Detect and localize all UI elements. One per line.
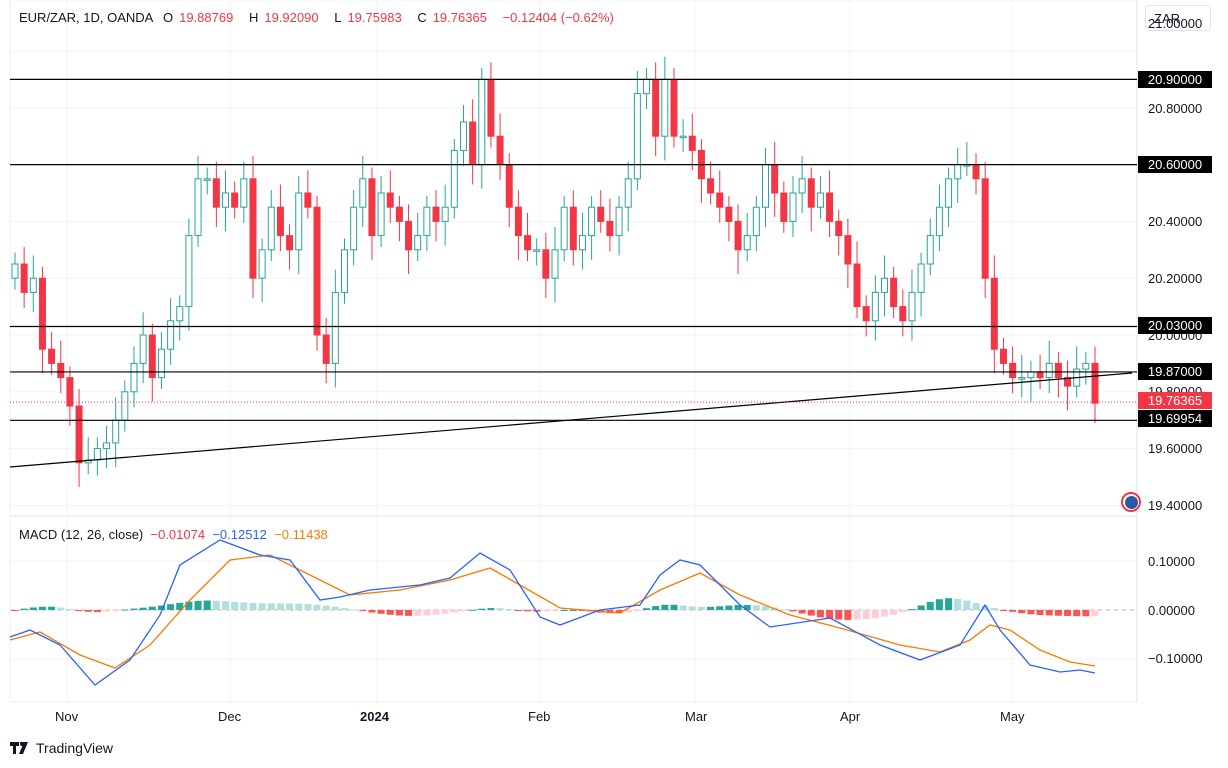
tradingview-logo[interactable]: TradingView xyxy=(10,740,113,756)
currency-button[interactable]: ZAR xyxy=(1145,5,1211,31)
macd-tick: 0.00000 xyxy=(1148,603,1195,618)
time-label-nov: Nov xyxy=(55,709,79,724)
price-tick: 20.80000 xyxy=(1148,101,1203,116)
eu-flag-icon[interactable] xyxy=(1121,492,1141,512)
change-value: −0.12404 (−0.62%) xyxy=(502,10,614,25)
last-price-tag: 19.76365 xyxy=(1138,392,1212,409)
macd-line-value: −0.12512 xyxy=(212,527,267,542)
level-tag-20-6: 20.60000 xyxy=(1138,156,1212,173)
macd-hist-value: −0.01074 xyxy=(150,527,206,542)
level-tag-19-69954: 19.69954 xyxy=(1138,410,1212,427)
time-label-apr: Apr xyxy=(840,709,861,724)
price-tick: 20.20000 xyxy=(1148,271,1203,286)
high-value: 19.92090 xyxy=(264,10,319,25)
time-label-dec: Dec xyxy=(218,709,242,724)
price-tick: 19.40000 xyxy=(1148,498,1203,513)
close-value: 19.76365 xyxy=(432,10,487,25)
price-tick: 19.60000 xyxy=(1148,441,1203,456)
time-label-mar: Mar xyxy=(685,709,708,724)
level-tag-19-87: 19.87000 xyxy=(1138,363,1212,380)
level-tag-20-03: 20.03000 xyxy=(1138,317,1212,334)
symbol-legend: EUR/ZAR, 1D, OANDA O 19.88769 H 19.92090 L… xyxy=(19,10,614,25)
level-tag-20-9: 20.90000 xyxy=(1138,71,1212,88)
price-tick: 21.00000 xyxy=(1148,16,1203,31)
symbol-label: EUR/ZAR, 1D, OANDA xyxy=(19,10,154,25)
low-value: 19.75983 xyxy=(347,10,402,25)
price-tick: 20.40000 xyxy=(1148,214,1203,229)
time-label-2024: 2024 xyxy=(360,709,389,724)
open-value: 19.88769 xyxy=(179,10,234,25)
macd-title: MACD (12, 26, close) xyxy=(19,527,144,542)
time-label-may: May xyxy=(1000,709,1025,724)
tradingview-icon xyxy=(10,742,28,754)
time-label-feb: Feb xyxy=(528,709,551,724)
macd-signal-value: −0.11438 xyxy=(274,527,328,542)
macd-tick: 0.10000 xyxy=(1148,554,1195,569)
macd-tick: −0.10000 xyxy=(1148,651,1203,666)
macd-legend: MACD (12, 26, close) −0.01074 −0.12512 −… xyxy=(19,527,328,542)
